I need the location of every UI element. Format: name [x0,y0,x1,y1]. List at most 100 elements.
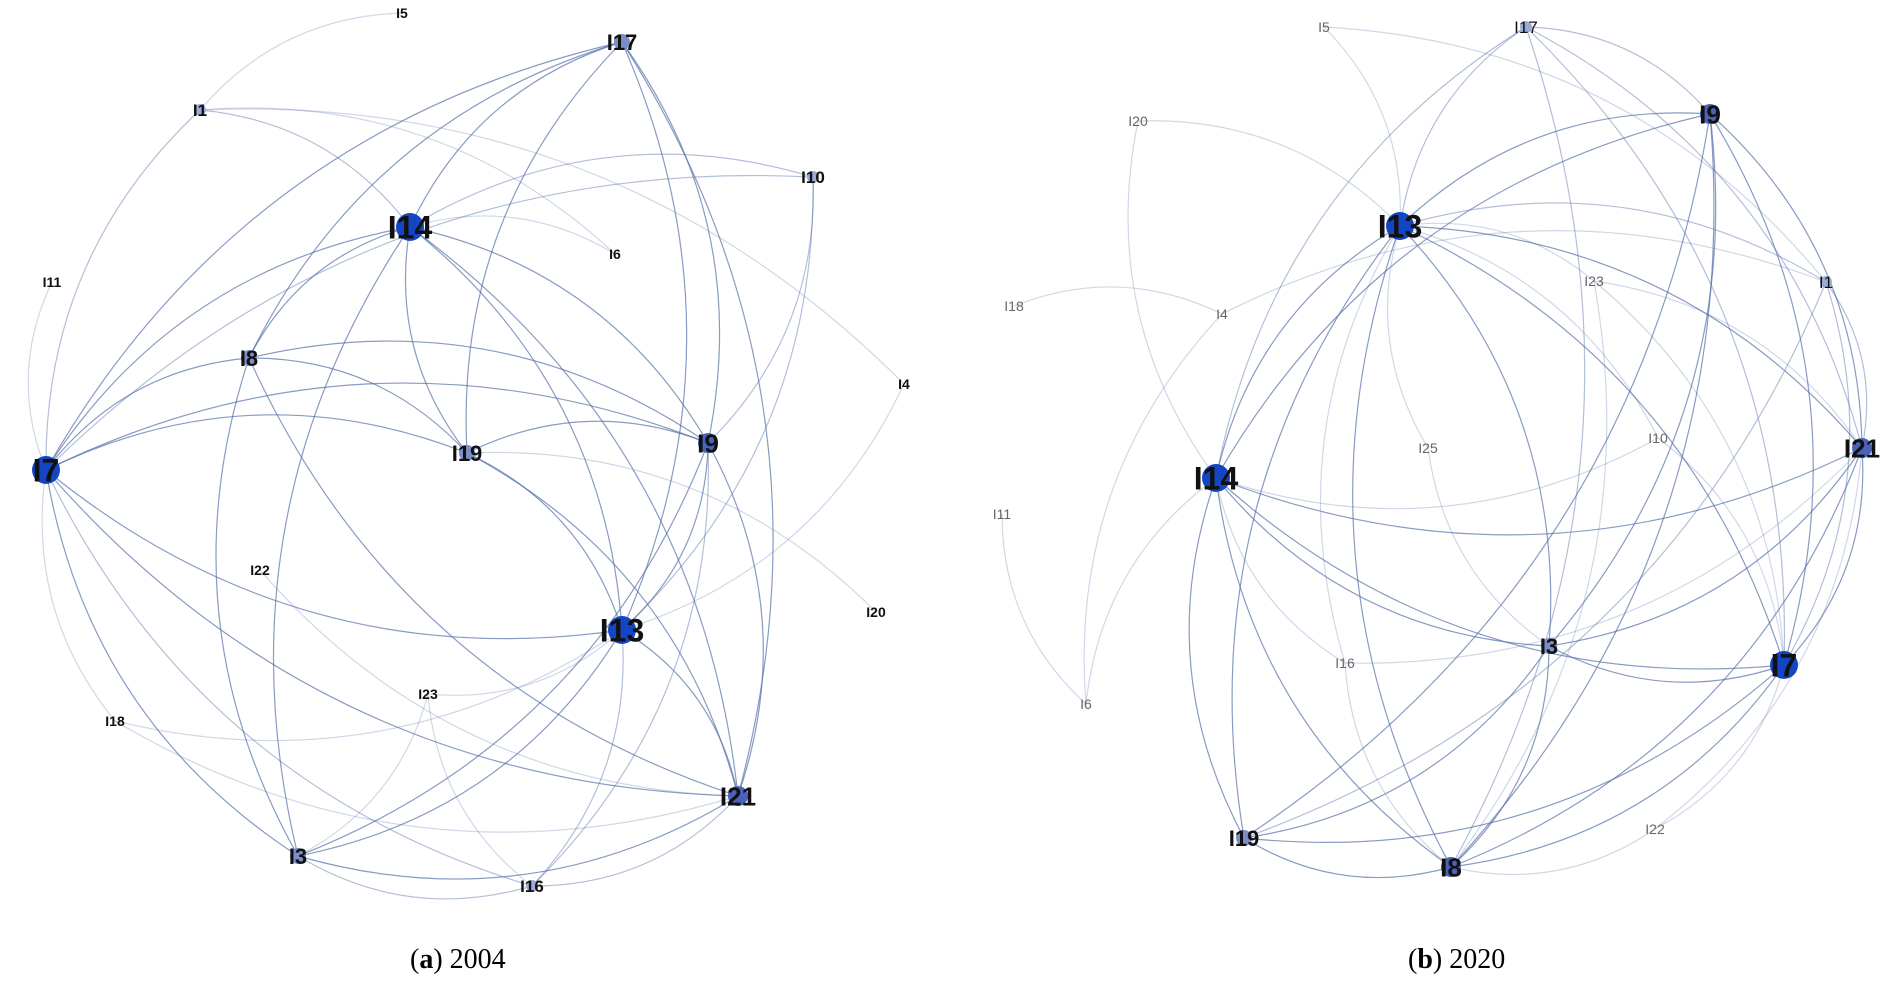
edge-I9-I21 [707,442,764,797]
node-label-I11: I11 [43,274,62,290]
panel-b-network: I5 I17 I9 I20 I13 I23 I1 I18 I4 I25 I10 I21 I11 I14 I1… [993,18,1880,882]
edge-I14-I19 [1188,477,1245,839]
edge-I14-I16 [1215,477,1346,664]
node-I9: I9 [1699,99,1721,129]
edge-I21-I16 [531,795,739,887]
node-label-I1: I1 [1819,273,1833,292]
node-label-I13: I13 [600,613,644,649]
node-label-I6: I6 [609,246,621,262]
node-I22: I22 [1645,821,1665,837]
edge-I21-I22 [1654,447,1863,830]
edge-I13-I14 [1215,225,1401,479]
caption-a: (a) 2004 [410,944,506,975]
node-I7: I7 [1770,648,1798,684]
caption-a-year: 2004 [449,944,506,975]
node-label-I13: I13 [1378,209,1422,245]
edge-I5-I13 [1323,26,1401,227]
node-circle-I14 [1202,464,1230,492]
edge-I1-I6 [199,107,616,255]
node-label-I9: I9 [697,428,719,458]
edge-I14-I7 [1215,477,1785,670]
edge-I14-I19 [404,226,468,454]
node-label-I4: I4 [1216,306,1228,322]
node-I13: I13 [1378,209,1422,245]
node-I8: I8 [1440,852,1462,882]
node-label-I16: I16 [1335,655,1355,671]
node-circle-I1 [194,104,206,116]
edge-I6-I14 [1085,477,1217,705]
edge-I17-I21 [1525,26,1863,449]
edge-I13-I21 [621,629,739,797]
edge-I9-I19 [466,420,709,454]
node-label-I5: I5 [396,5,408,21]
node-label-I19: I19 [452,441,483,466]
edge-I3-I16 [297,855,533,900]
edge-I18-I4 [1013,286,1223,315]
edge-I3-I19 [1243,645,1550,839]
node-label-I3: I3 [1540,634,1558,659]
edge-I1-I4 [1221,230,1827,315]
node-label-I7: I7 [1771,648,1798,684]
node-label-I17: I17 [1514,18,1538,37]
edge-I9-I13 [621,442,709,631]
edge-I3-I7 [1548,645,1785,683]
edge-I22-I21 [259,569,739,797]
node-I16: I16 [1335,655,1355,671]
node-label-I8: I8 [240,346,258,371]
edge-I1-I13 [1399,202,1827,283]
edge-I21-I14 [1215,447,1863,536]
edge-I11-I7 [27,281,53,471]
node-I7: I7 [32,453,60,489]
node-circle-I13 [1386,212,1414,240]
node-circle-I17 [614,34,630,50]
edge-I1-I7 [1783,281,1851,666]
node-label-I1: I1 [193,101,207,120]
edge-I4-I6 [1083,313,1223,705]
edge-I7-I3 [45,469,299,857]
edge-I13-I10 [1399,225,1659,439]
edge-I17-I9 [1525,26,1711,115]
edge-I13-I23 [1399,222,1595,282]
node-label-I10: I10 [1648,430,1668,446]
node-I13: I13 [600,613,644,649]
node-I3: I3 [1540,634,1558,659]
node-label-I4: I4 [898,376,910,392]
node-I25: I25 [1418,440,1438,456]
edge-I14-I21 [409,226,739,797]
node-circle-I3 [290,848,306,864]
edge-I18-I7 [41,469,116,722]
edge-I17-I8 [1450,26,1586,868]
edge-I13-I8 [1352,225,1452,868]
edge-I8-I21 [248,357,739,797]
edge-I9-I16 [531,442,710,887]
edge-I17-I14 [1215,26,1527,479]
node-I23: I23 [418,686,438,702]
edge-I1-I7 [45,109,201,471]
edge-I7-I16 [45,469,533,887]
edge-I22-I8 [1450,828,1656,876]
node-label-I10: I10 [801,168,825,187]
edge-I25-I13 [1387,225,1429,449]
node-label-I7: I7 [33,453,60,489]
node-circle-I21 [1852,438,1872,458]
edge-I23-I16 [427,693,533,887]
node-I22: I22 [250,562,270,578]
edge-I25-I3 [1427,447,1550,647]
edge-I10-I7 [45,174,814,471]
node-label-I23: I23 [1584,273,1604,289]
node-circle-I13 [608,616,636,644]
node-circle-I21 [728,786,748,806]
edge-I5-I1 [1323,26,1827,283]
edge-I14-I8 [248,226,411,359]
edge-I9-I13 [1399,112,1711,227]
edge-I8-I3 [215,357,299,857]
edge-I19-I13 [466,452,623,631]
edge-I10-I13 [621,176,814,631]
edge-I3-I8 [1450,645,1550,868]
node-label-I22: I22 [250,562,270,578]
node-I11: I11 [993,506,1012,522]
edge-I7-I9 [45,382,709,471]
edge-I13-I7 [1399,225,1785,666]
node-label-I18: I18 [105,713,125,729]
node-I8: I8 [240,346,258,371]
